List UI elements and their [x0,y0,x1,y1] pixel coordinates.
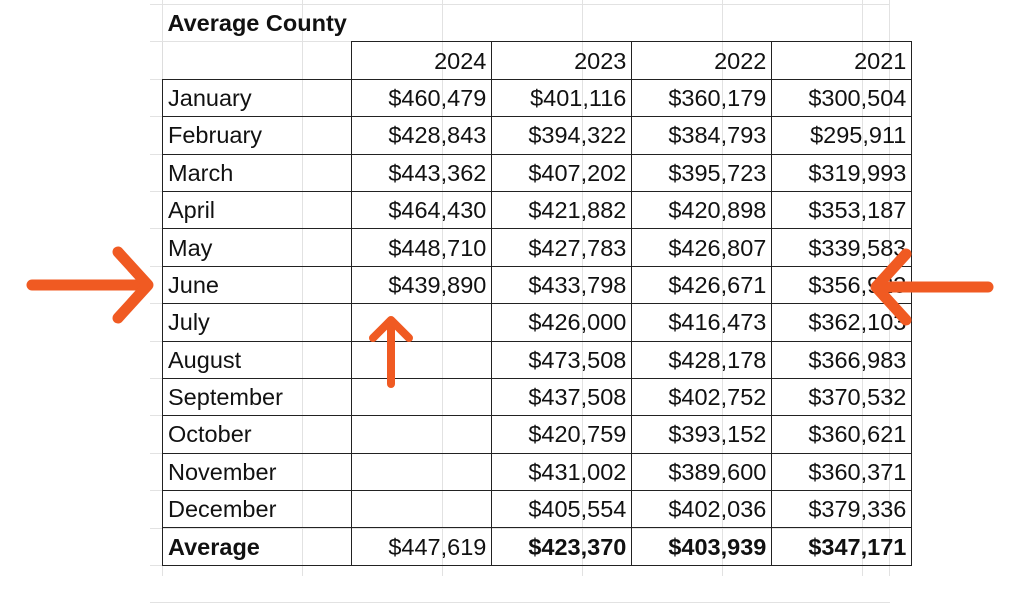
table-row: August $473,508 $428,178 $366,983 [161,340,913,379]
value-cell[interactable]: $428,843 [351,116,493,155]
header-cell-blank[interactable] [161,41,353,80]
month-label[interactable]: February [161,116,353,155]
table-title[interactable]: Average County [167,10,347,37]
gridline-row [150,565,890,566]
gridline-row [150,4,890,5]
value-cell[interactable]: $421,882 [491,190,633,230]
month-label[interactable]: October [161,415,353,454]
value-cell[interactable]: $427,783 [491,228,633,267]
value-cell[interactable]: $448,710 [351,228,493,267]
value-cell[interactable]: $370,532 [771,377,913,417]
month-label[interactable]: January [161,78,353,118]
table-row: July $426,000 $416,473 $362,103 [161,303,913,342]
table-row: March $443,362 $407,202 $395,723 $319,993 [161,153,913,192]
table-row: May $448,710 $427,783 $426,807 $339,583 [161,228,913,267]
value-cell[interactable] [351,415,493,454]
month-label[interactable]: May [161,228,353,267]
value-cell[interactable]: $428,178 [631,340,773,379]
value-cell[interactable]: $395,723 [631,153,773,192]
value-cell[interactable] [351,340,493,379]
value-cell[interactable]: $473,508 [491,340,633,379]
average-2024[interactable]: $447,619 [351,527,493,566]
month-label[interactable]: December [161,490,353,529]
month-label[interactable]: July [161,303,353,342]
value-cell[interactable]: $407,202 [491,153,633,192]
value-cell[interactable]: $389,600 [631,452,773,492]
value-cell[interactable]: $360,179 [631,78,773,118]
average-label[interactable]: Average [161,527,353,566]
value-cell[interactable] [351,452,493,492]
value-cell[interactable]: $402,752 [631,377,773,417]
month-label[interactable]: April [161,190,353,230]
arrow-right-icon [26,246,154,324]
value-cell[interactable] [351,490,493,529]
month-label[interactable]: September [161,377,353,417]
header-cell-2021[interactable]: 2021 [771,41,913,80]
average-2022[interactable]: $403,939 [631,527,773,566]
value-cell[interactable]: $379,336 [771,490,913,529]
value-cell[interactable]: $362,103 [771,303,913,342]
value-cell[interactable]: $384,793 [631,116,773,155]
value-cell[interactable]: $360,621 [771,415,913,454]
value-cell[interactable]: $295,911 [771,116,913,155]
value-cell[interactable]: $437,508 [491,377,633,417]
value-cell[interactable] [351,377,493,417]
arrow-up-icon [369,316,413,388]
value-cell[interactable]: $353,187 [771,190,913,230]
table-row: September $437,508 $402,752 $370,532 [161,377,913,417]
value-cell[interactable]: $405,554 [491,490,633,529]
value-cell[interactable]: $393,152 [631,415,773,454]
average-county-table: Average County 2024 2023 2022 2021 Janua… [161,5,913,566]
table-row: December $405,554 $402,036 $379,336 [161,490,913,529]
value-cell[interactable]: $426,671 [631,265,773,305]
value-cell[interactable]: $420,759 [491,415,633,454]
value-cell[interactable]: $339,583 [771,228,913,267]
table-row: January $460,479 $401,116 $360,179 $300,504 [161,78,913,118]
header-cell-2022[interactable]: 2022 [631,41,773,80]
value-cell[interactable]: $366,983 [771,340,913,379]
table-row: February $428,843 $394,322 $384,793 $295,911 [161,116,913,155]
annotation-arrows [26,246,994,388]
value-cell[interactable]: $443,362 [351,153,493,192]
table-row: June $439,890 $433,798 $426,671 $356,923 [161,265,913,305]
value-cell[interactable]: $460,479 [351,78,493,118]
value-cell[interactable]: $394,322 [491,116,633,155]
month-label[interactable]: November [161,452,353,492]
value-cell[interactable]: $420,898 [631,190,773,230]
month-label[interactable]: August [161,340,353,379]
header-cell-2024[interactable]: 2024 [351,41,493,80]
value-cell[interactable]: $439,890 [351,265,493,305]
average-2023[interactable]: $423,370 [491,527,633,566]
value-cell[interactable]: $300,504 [771,78,913,118]
table-row: April $464,430 $421,882 $420,898 $353,187 [161,190,913,230]
title-row: Average County [163,5,912,42]
month-label[interactable]: June [161,265,353,305]
value-cell[interactable]: $464,430 [351,190,493,230]
table-row: October $420,759 $393,152 $360,621 [161,415,913,454]
header-row: 2024 2023 2022 2021 [161,41,913,80]
arrow-left-icon [870,248,994,326]
value-cell[interactable]: $402,036 [631,490,773,529]
table-row: November $431,002 $389,600 $360,371 [161,452,913,492]
value-cell[interactable]: $426,000 [491,303,633,342]
average-row: Average $447,619 $423,370 $403,939 $347,… [161,527,913,566]
value-cell[interactable]: $360,371 [771,452,913,492]
value-cell[interactable]: $433,798 [491,265,633,305]
average-2021[interactable]: $347,171 [771,527,913,566]
value-cell[interactable]: $431,002 [491,452,633,492]
value-cell[interactable]: $401,116 [491,78,633,118]
value-cell[interactable]: $416,473 [631,303,773,342]
month-label[interactable]: March [161,153,353,192]
value-cell[interactable] [351,303,493,342]
